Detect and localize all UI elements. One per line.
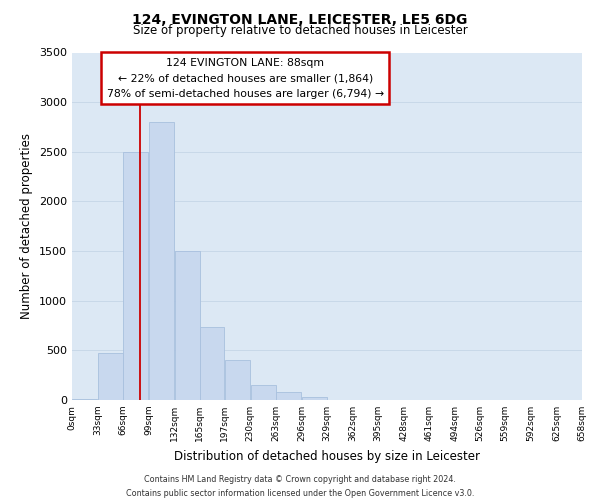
Y-axis label: Number of detached properties: Number of detached properties (20, 133, 34, 320)
Bar (124, 152, 148, 400)
Bar (302, 397, 326, 400)
Bar (175, 251, 200, 400)
X-axis label: Distribution of detached houses by size in Leicester: Distribution of detached houses by size … (174, 450, 480, 462)
Bar (73, 398, 97, 400)
Bar (200, 326, 224, 400)
Bar (225, 360, 250, 400)
Text: Contains HM Land Registry data © Crown copyright and database right 2024.
Contai: Contains HM Land Registry data © Crown c… (126, 476, 474, 498)
Bar (251, 384, 275, 400)
Text: 124 EVINGTON LANE: 88sqm
← 22% of detached houses are smaller (1,864)
78% of sem: 124 EVINGTON LANE: 88sqm ← 22% of detach… (107, 58, 384, 99)
Text: 124, EVINGTON LANE, LEICESTER, LE5 6DG: 124, EVINGTON LANE, LEICESTER, LE5 6DG (133, 12, 467, 26)
Text: Size of property relative to detached houses in Leicester: Size of property relative to detached ho… (133, 24, 467, 37)
Bar (276, 392, 301, 400)
Bar (98, 354, 123, 400)
Bar (149, 122, 174, 400)
